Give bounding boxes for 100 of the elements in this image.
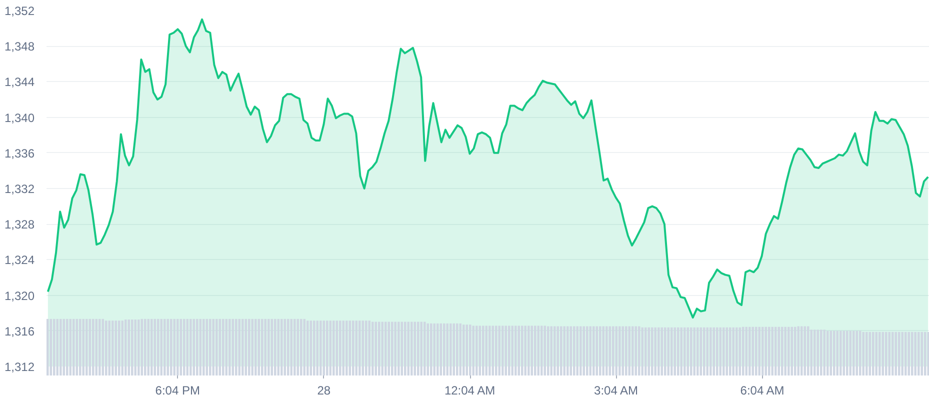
bar <box>908 332 910 376</box>
bar <box>560 326 562 376</box>
bar <box>488 326 491 376</box>
bar <box>884 332 888 376</box>
bar <box>686 327 690 376</box>
bar <box>355 320 358 376</box>
bar <box>722 327 725 376</box>
bar <box>322 320 326 376</box>
bar <box>712 327 716 376</box>
bar <box>482 326 484 376</box>
bar <box>267 318 270 376</box>
bar <box>608 326 612 376</box>
bar <box>270 318 274 376</box>
bar <box>124 319 127 376</box>
bar <box>206 318 208 376</box>
y-tick-label: 1,352 <box>4 4 35 18</box>
bar <box>381 322 384 376</box>
bar <box>433 323 436 376</box>
bar <box>121 320 124 376</box>
bar <box>872 332 874 376</box>
bar <box>716 327 718 376</box>
bar <box>501 326 504 376</box>
bar <box>105 320 108 376</box>
bar <box>576 326 579 376</box>
bar <box>342 320 345 376</box>
y-tick-label: 1,344 <box>4 75 35 90</box>
bar <box>836 330 839 376</box>
bar <box>156 318 160 376</box>
bar <box>86 318 88 376</box>
bar <box>459 323 462 376</box>
bar <box>774 326 777 376</box>
bar <box>345 320 348 376</box>
bar <box>719 327 722 376</box>
bar <box>602 326 605 376</box>
bar <box>771 326 774 376</box>
bar <box>284 318 286 376</box>
bar <box>544 326 546 376</box>
bar <box>274 318 276 376</box>
bar <box>466 324 468 376</box>
bar <box>244 318 248 376</box>
bar <box>426 323 430 376</box>
bar <box>46 318 49 376</box>
bar <box>852 330 855 376</box>
bar <box>862 332 864 376</box>
bar <box>806 326 810 376</box>
bar <box>277 318 280 376</box>
bar <box>605 326 608 376</box>
bar <box>813 330 816 376</box>
bar <box>804 326 806 376</box>
bar <box>293 318 296 376</box>
bar <box>638 326 640 376</box>
bar <box>306 320 309 376</box>
bar <box>196 318 198 376</box>
bar <box>680 327 683 376</box>
bar <box>362 320 364 376</box>
bar <box>754 326 758 376</box>
bar <box>546 326 550 376</box>
bar <box>650 327 654 376</box>
bar <box>166 318 170 376</box>
bar <box>312 320 316 376</box>
bar <box>430 323 432 376</box>
bar <box>641 327 644 376</box>
bar <box>423 322 426 376</box>
bar <box>832 330 836 376</box>
bar <box>329 320 332 376</box>
bar <box>690 327 692 376</box>
y-tick-label: 1,320 <box>4 288 35 303</box>
bar <box>112 320 114 376</box>
bar <box>674 327 676 376</box>
bar <box>384 322 387 376</box>
bar <box>589 326 592 376</box>
bar <box>176 318 179 376</box>
bar <box>173 318 176 376</box>
bar <box>82 318 85 376</box>
bar <box>170 318 172 376</box>
bar <box>514 326 517 376</box>
bar <box>319 320 322 376</box>
bar <box>894 332 897 376</box>
bar <box>504 326 508 376</box>
bar <box>764 326 768 376</box>
bar <box>290 318 293 376</box>
bar <box>702 327 706 376</box>
bar <box>664 327 666 376</box>
bar <box>498 326 501 376</box>
bar <box>865 332 868 376</box>
bar <box>102 318 104 376</box>
bar <box>572 326 576 376</box>
bar <box>254 318 257 376</box>
bar <box>579 326 582 376</box>
bar <box>553 326 556 376</box>
bar <box>667 327 670 376</box>
bar <box>182 318 186 376</box>
bar <box>882 332 884 376</box>
bar <box>898 332 900 376</box>
bar <box>108 320 111 376</box>
bar <box>76 318 78 376</box>
bar <box>904 332 907 376</box>
bar <box>676 327 680 376</box>
bar <box>186 318 189 376</box>
bar <box>624 326 628 376</box>
